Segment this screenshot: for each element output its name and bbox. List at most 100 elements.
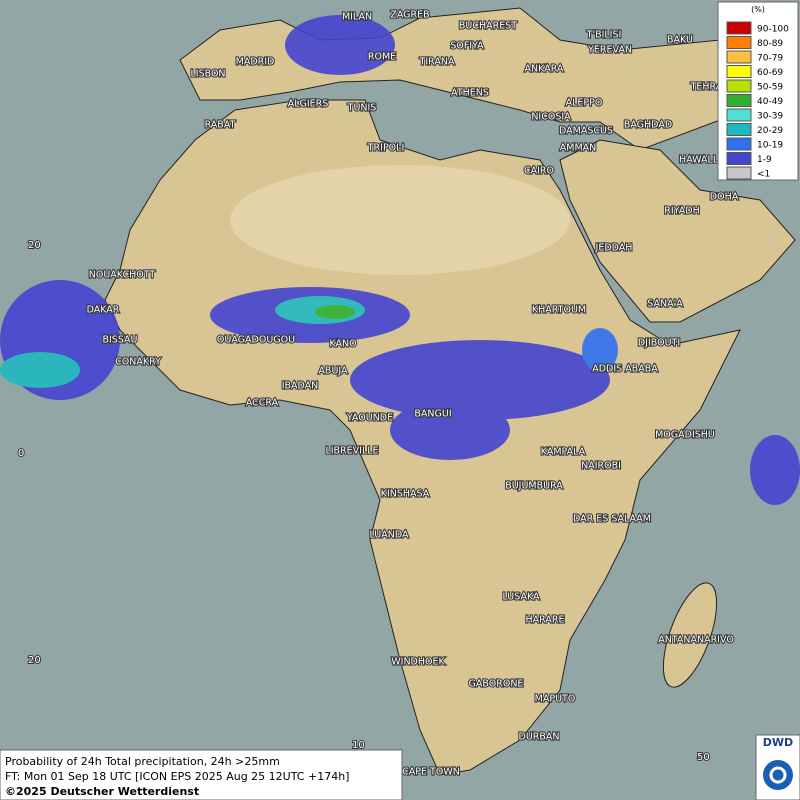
precip-area (315, 305, 355, 319)
precip-area (390, 400, 510, 460)
legend-swatch (726, 36, 752, 49)
latitude-label: 0 (18, 448, 24, 459)
city-label: KAMPALA (541, 447, 586, 458)
city-label: MILAN (342, 12, 372, 23)
legend-swatch (726, 166, 752, 180)
legend-title: (%) (751, 5, 765, 14)
city-label: TRIPOLI (367, 143, 405, 154)
city-label: BAGHDAD (624, 120, 672, 131)
legend-swatch (726, 50, 752, 64)
city-label: CAIRO (524, 166, 554, 177)
logo-icon (763, 760, 793, 790)
city-label: TUNIS (347, 103, 377, 114)
longitude-label: 10 (352, 740, 365, 751)
logo-icon-inner (769, 766, 787, 784)
precip-area (0, 352, 80, 388)
city-label: NOUAKCHOTT (89, 270, 156, 281)
latitude-label: 20 (28, 240, 41, 251)
city-label: T'BILISI (586, 30, 622, 41)
city-label: YAOUNDE (346, 413, 393, 424)
legend-items: 90-100 80-89 70-79 60-69 50-59 40-49 30-39 20-2… (726, 21, 789, 180)
city-label: GABORONE (469, 679, 524, 690)
city-label: DOHA (710, 192, 739, 203)
city-label: DURBAN (519, 732, 560, 743)
city-label: DAR ES SALAAM (573, 514, 651, 525)
legend-label: 80-89 (757, 39, 783, 49)
city-label: ALGIERS (288, 99, 329, 110)
city-label: LUANDA (369, 530, 409, 541)
city-label: ROME (368, 52, 396, 63)
city-label: LUSAKA (502, 592, 540, 603)
precip-area (350, 340, 610, 420)
legend-label: 70-79 (757, 54, 783, 64)
city-label: NICOSIA (531, 112, 571, 123)
city-label: YEREVAN (587, 45, 632, 56)
city-label: ACCRA (246, 398, 279, 409)
city-label: BISSAU (102, 335, 137, 346)
legend-label: 20-29 (757, 126, 783, 136)
footer-line: Probability of 24h Total precipitation, … (5, 755, 280, 768)
city-label: KHARTOUM (532, 305, 586, 316)
legend-swatch (726, 79, 752, 93)
footer-line: ©2025 Deutscher Wetterdienst (5, 785, 199, 798)
precip-area (582, 328, 618, 372)
legend-swatch (726, 108, 752, 122)
city-label: WINDHOEK (391, 657, 445, 668)
city-label: ADDIS ABABA (592, 364, 658, 375)
labels: MILAN ZAGREB BUCHAREST SOFIYA ROME TIRANA MADR… (17, 8, 740, 778)
longitude-label: 50 (697, 752, 710, 763)
madagascar (662, 582, 718, 688)
city-label: NAIROBI (581, 461, 621, 472)
city-label: BAKU (667, 35, 693, 46)
city-label: DJIBOUTI (638, 338, 680, 349)
city-label: HARARE (526, 615, 565, 626)
city-label: ABUJA (318, 366, 348, 377)
legend-swatch (726, 94, 752, 107)
legend-label: <1 (757, 170, 770, 180)
legend-label: 30-39 (757, 112, 783, 122)
city-label: IBADAN (282, 381, 319, 392)
city-label: AMMAN (560, 143, 597, 154)
footer-box (0, 749, 403, 800)
city-label: LISBON (190, 69, 225, 80)
city-label: ANTANANARIVO (658, 635, 734, 646)
legend-swatch (726, 137, 752, 151)
legend-label: 50-59 (757, 83, 783, 93)
city-label: LIBREVILLE (325, 446, 378, 457)
city-label: KANO (329, 339, 356, 350)
city-label: MAPUTO (535, 694, 576, 705)
city-label: SOFIYA (450, 41, 484, 52)
desert (230, 165, 570, 275)
legend-label: 1-9 (757, 155, 772, 165)
city-label: ZAGREB (390, 10, 429, 21)
legend-swatch (726, 21, 752, 35)
footer-lines: Probability of 24h Total precipitation, … (5, 755, 349, 798)
precip-area (750, 435, 800, 505)
legend-swatch (726, 152, 752, 165)
city-label: CAPE TOWN (402, 767, 460, 778)
legend-label: 10-19 (757, 141, 783, 151)
city-label: KINSHASA (381, 489, 430, 500)
city-label: HAWALLI (679, 155, 721, 166)
city-label: BUCHAREST (459, 21, 517, 32)
legend-label: 40-49 (757, 97, 783, 107)
legend-swatch (726, 123, 752, 136)
precip-area (285, 15, 395, 75)
city-label: TIRANA (419, 57, 455, 68)
footer-line: FT: Mon 01 Sep 18 UTC [ICON EPS 2025 Aug… (5, 770, 349, 783)
precipitation (0, 15, 800, 505)
legend: (%) 90-100 80-89 70-79 60-69 50-59 40-49 30-39… (717, 1, 799, 181)
city-label: JEDDAH (595, 243, 633, 254)
city-label: SANA'A (647, 299, 683, 310)
city-label: DAMASCUS (559, 126, 613, 137)
legend-label: 90-100 (757, 25, 789, 35)
city-label: ANKARA (525, 64, 564, 75)
city-label: RABAT (205, 120, 236, 131)
city-label: MOGADISHU (655, 430, 715, 441)
arabia (559, 139, 796, 323)
city-label: RIYADH (664, 206, 699, 217)
logo-text: DWD (763, 736, 793, 749)
city-label: BANGUI (414, 409, 451, 420)
footer: Probability of 24h Total precipitation, … (0, 749, 403, 800)
